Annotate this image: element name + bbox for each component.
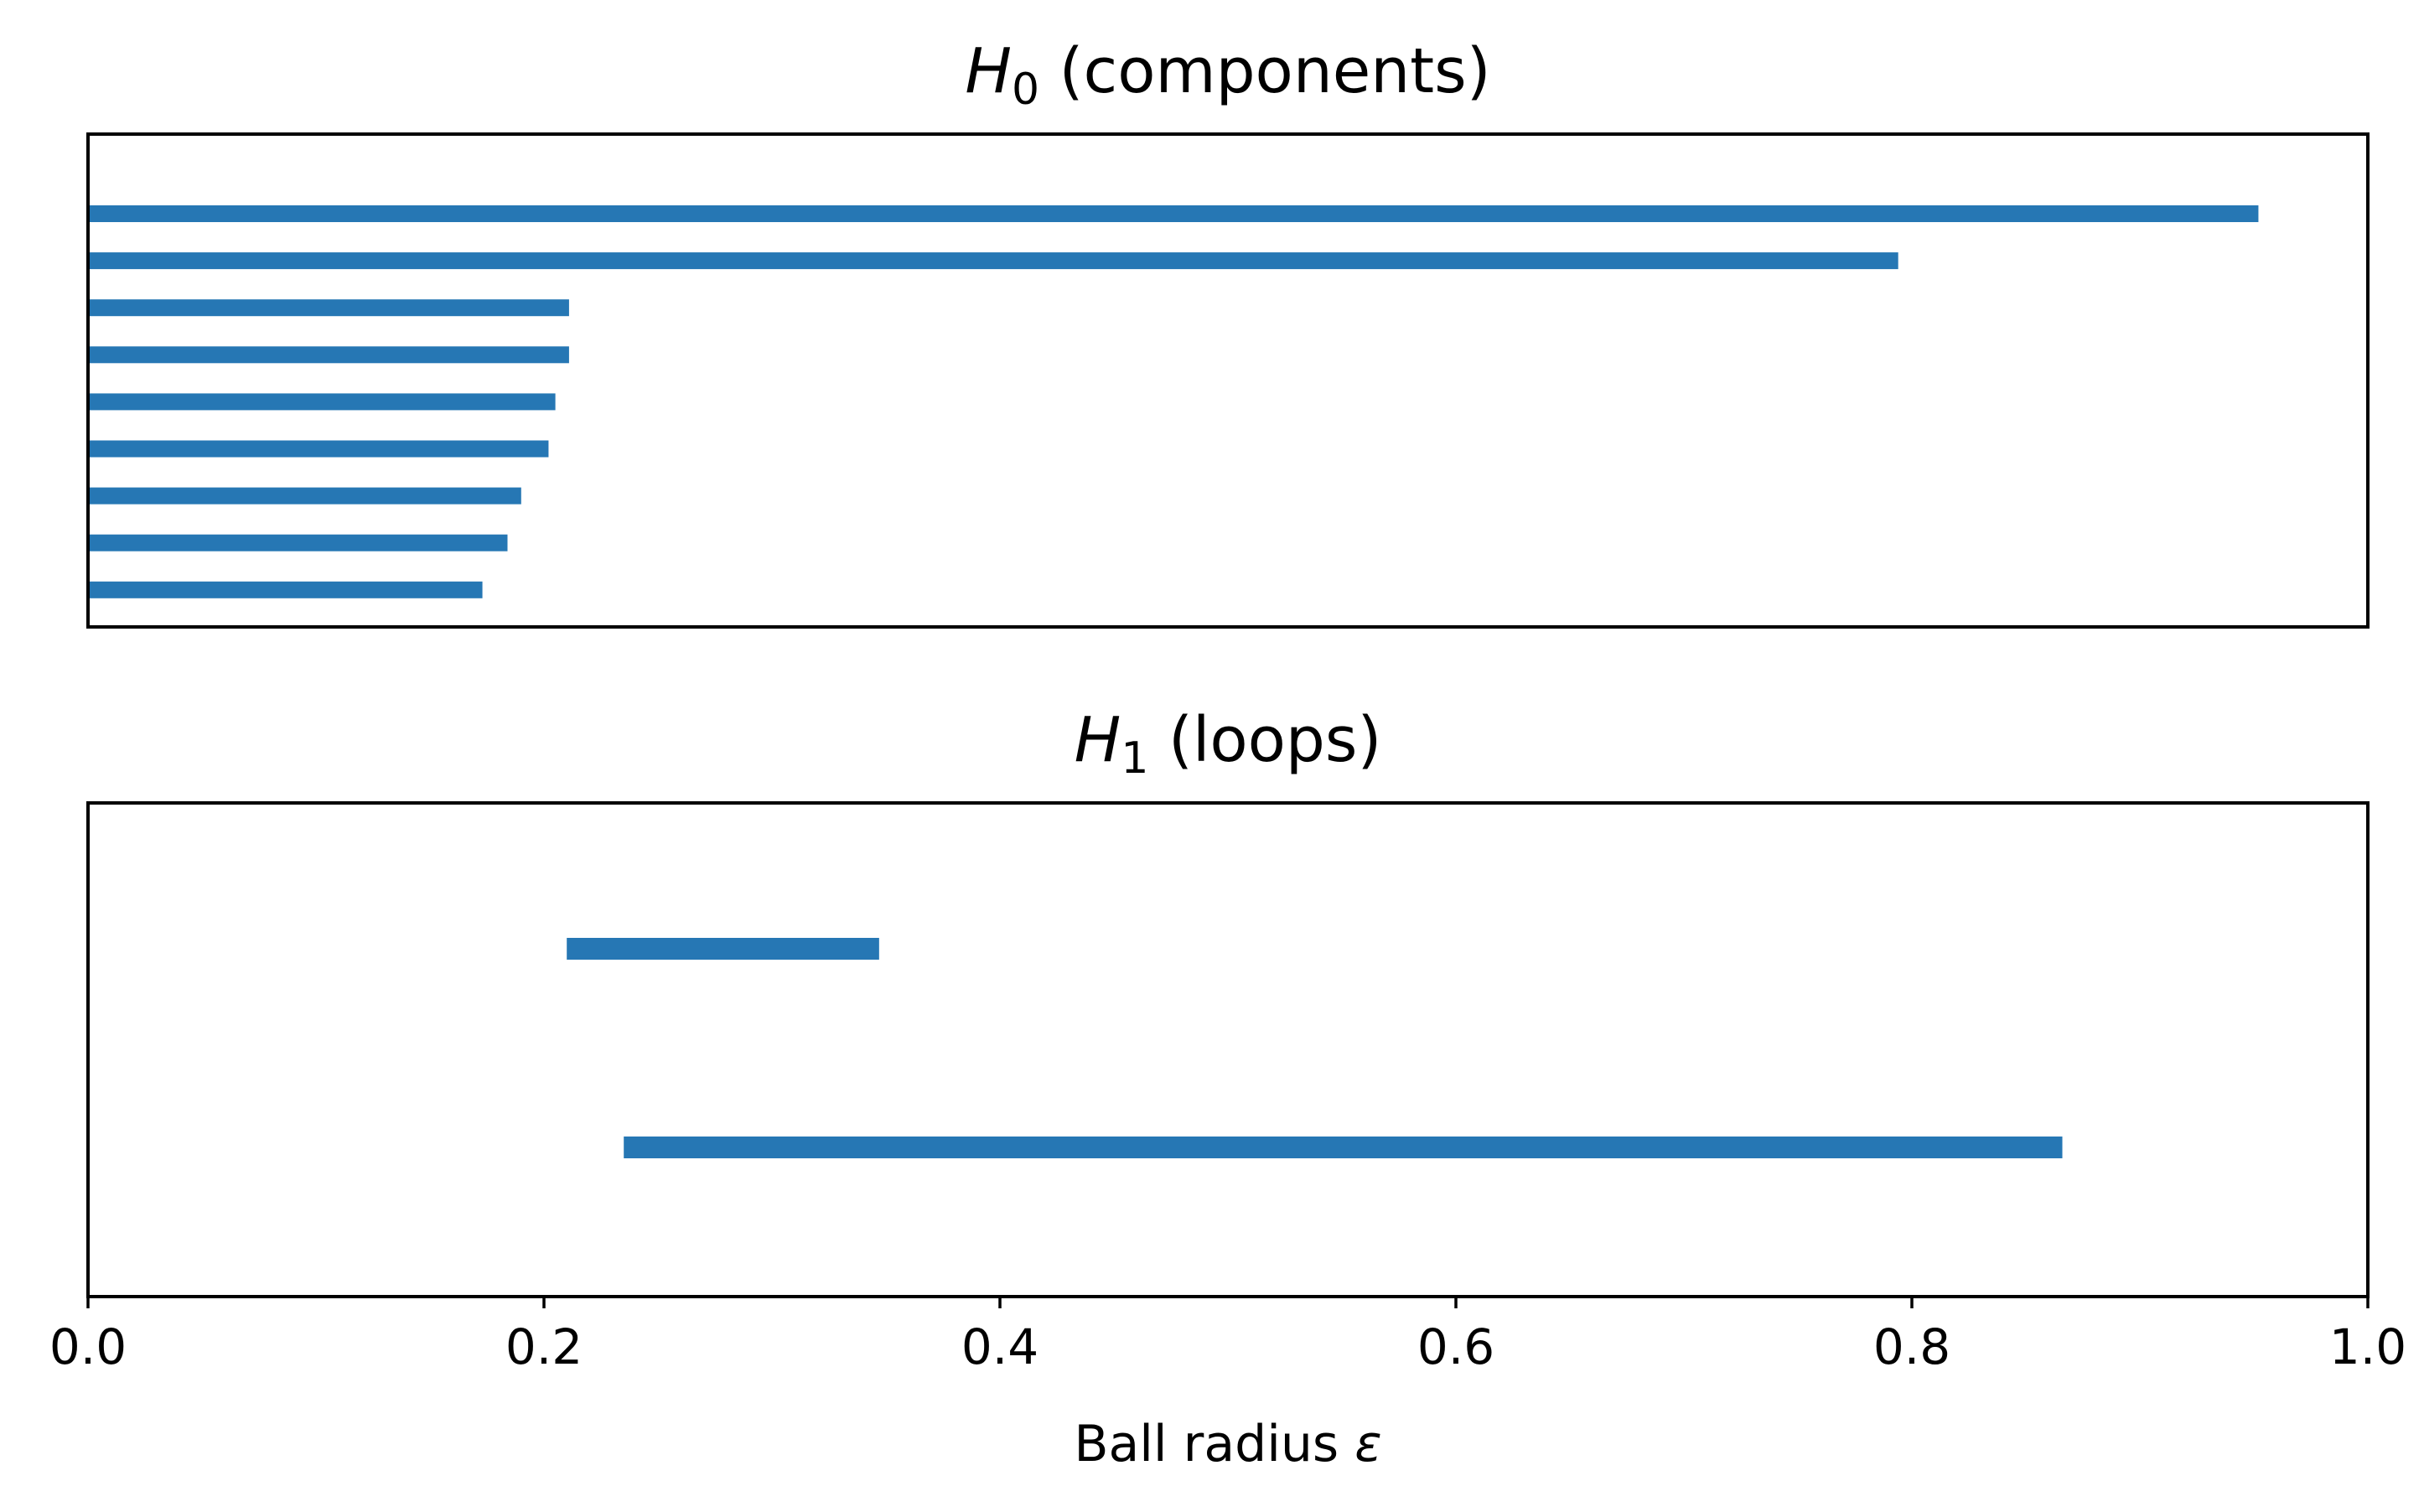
- h0-bar: [88, 440, 549, 458]
- x-axis-ticks: 0.0 0.2 0.4 0.6 0.8 1.0: [49, 1297, 2406, 1375]
- panel-h1-title: H1 (loops): [1075, 704, 1382, 784]
- panel-h0-bars: [88, 205, 2259, 598]
- x-axis-label-text: Ball radius: [1074, 1415, 1354, 1473]
- h0-bar: [88, 252, 1898, 270]
- h0-bar: [88, 393, 556, 411]
- h0-bar: [88, 487, 521, 505]
- h1-bar: [567, 938, 879, 960]
- panel-h1-title-subscript: 1: [1121, 733, 1148, 784]
- x-axis-label-symbol: ε: [1354, 1415, 1381, 1473]
- panel-h0-title-text: (components): [1039, 35, 1490, 107]
- panel-h0-title-symbol: H: [965, 35, 1012, 107]
- h0-bar: [88, 581, 483, 598]
- panel-h0-frame: [86, 132, 2370, 629]
- panel-h1-bars: [567, 938, 2063, 1158]
- panel-h1-title-text: (loops): [1148, 704, 1381, 776]
- h0-bar: [88, 534, 508, 551]
- h0-bar: [88, 299, 569, 317]
- x-tick-label: 0.2: [505, 1318, 583, 1375]
- panel-h0-title: H0 (components): [965, 35, 1490, 115]
- panel-h1-frame: [86, 801, 2370, 1298]
- panel-h0-title-subscript: 0: [1012, 65, 1039, 115]
- x-tick-label: 0.8: [1873, 1318, 1950, 1375]
- h0-bar: [88, 205, 2259, 222]
- x-tick-label: 1.0: [2329, 1318, 2406, 1375]
- panel-h1: H1 (loops) 0.0 0.2 0.4 0.6 0.8 1.0 Ball radiu…: [49, 704, 2406, 1473]
- panel-h1-title-symbol: H: [1075, 704, 1121, 776]
- h1-bar: [624, 1137, 2063, 1158]
- x-tick-label: 0.0: [49, 1318, 127, 1375]
- h0-bar: [88, 346, 569, 364]
- x-tick-label: 0.6: [1417, 1318, 1494, 1375]
- x-tick-label: 0.4: [961, 1318, 1038, 1375]
- panel-h0: H0 (components): [86, 35, 2370, 629]
- x-axis-label: Ball radius ε: [1074, 1415, 1381, 1473]
